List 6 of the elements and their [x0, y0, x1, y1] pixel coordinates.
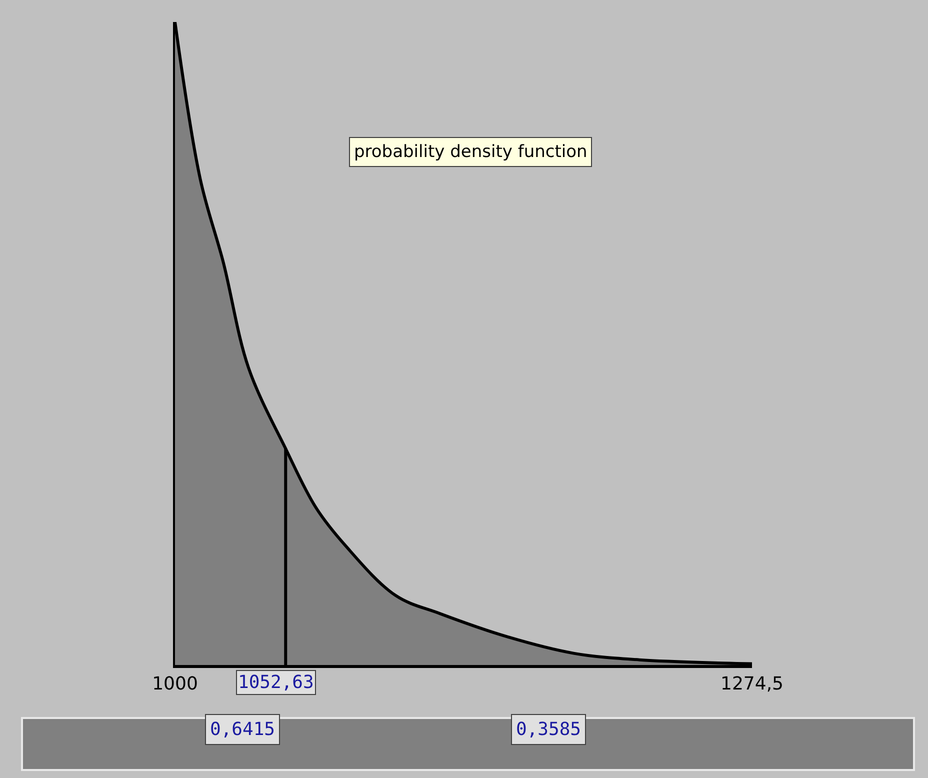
ref-line-label: 1052,63: [238, 672, 314, 693]
annotation: probability density function: [354, 142, 588, 162]
text: 0,6415: [210, 719, 276, 740]
x-tick-label: 1000: [152, 674, 198, 695]
text: 0,3585: [516, 719, 582, 740]
x-tick-label: 1274,5: [720, 674, 784, 695]
